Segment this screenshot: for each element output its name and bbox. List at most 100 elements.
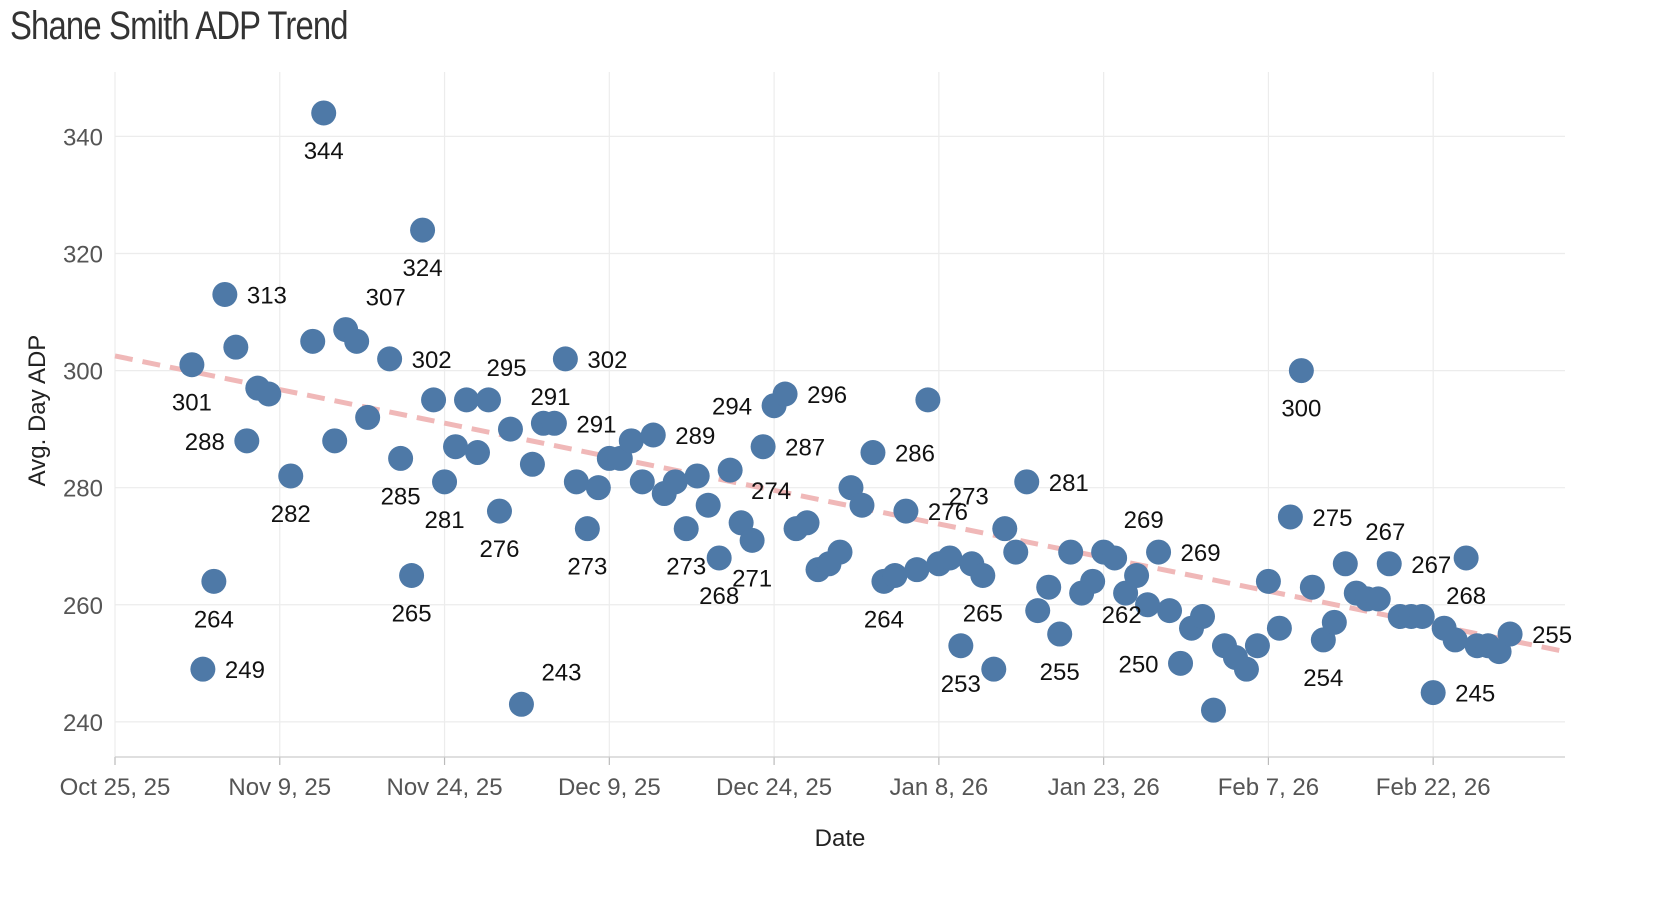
data-point [772,381,798,407]
data-label: 269 [1124,507,1164,534]
data-point [311,100,337,126]
data-point [1497,621,1523,647]
data-points [179,100,1523,723]
data-point [212,281,238,307]
data-point [574,516,600,542]
data-label: 267 [1411,552,1451,579]
data-label: 274 [751,478,791,505]
data-point [673,516,699,542]
data-point [432,469,458,495]
data-point [179,352,205,378]
data-point [223,334,249,360]
data-label: 265 [963,601,1003,628]
data-label: 269 [1181,540,1221,567]
data-point [1277,504,1303,530]
data-label: 281 [425,507,465,534]
data-point [717,457,743,483]
data-point [486,498,512,524]
data-label: 324 [403,255,443,282]
data-label: 264 [864,606,904,633]
gridlines [114,72,1565,757]
data-label: 273 [949,484,989,511]
data-point [1266,615,1292,641]
data-label: 302 [587,347,627,374]
data-point [937,545,963,571]
x-tick-label: Feb 7, 26 [1218,774,1319,801]
data-label: 245 [1455,681,1495,708]
data-point [849,492,875,518]
data-label: 276 [479,536,519,563]
x-tick-label: Jan 8, 26 [889,774,988,801]
data-point [234,428,260,454]
data-point [1420,680,1446,706]
data-label: 264 [194,606,234,633]
data-point [1058,539,1084,565]
data-point [1200,697,1226,723]
data-point [278,463,304,489]
data-label: 291 [530,384,570,411]
data-point [541,410,567,436]
data-point [904,557,930,583]
data-point [915,387,941,413]
data-label: 307 [366,285,406,312]
x-tick-label: Feb 22, 26 [1376,774,1491,801]
data-point [1332,551,1358,577]
data-label: 262 [1102,602,1142,629]
data-point [1080,568,1106,594]
data-point [992,516,1018,542]
data-label: 344 [304,138,344,165]
data-point [475,387,501,413]
data-point [948,633,974,659]
data-label: 286 [895,441,935,468]
data-label: 281 [1049,470,1089,497]
data-point [1255,568,1281,594]
data-point [508,691,534,717]
data-point [695,492,721,518]
data-label: 273 [567,554,607,581]
y-tick-label: 280 [63,476,103,503]
data-point [1025,598,1051,624]
x-tick-label: Nov 9, 25 [228,774,331,801]
data-point [388,445,414,471]
data-label: 253 [941,671,981,698]
data-label: 250 [1118,651,1158,678]
data-point [750,434,776,460]
data-label: 243 [541,659,581,686]
data-label: 300 [1281,396,1321,423]
data-point [1102,545,1128,571]
data-point [739,527,765,553]
data-point [1036,574,1062,600]
data-label: 268 [699,583,739,610]
data-point [519,451,545,477]
data-point [1299,574,1325,600]
data-point [1244,633,1270,659]
data-point [1365,586,1391,612]
data-label: 282 [271,501,311,528]
trend-line [114,353,1566,655]
data-point [1321,609,1347,635]
y-tick-label: 240 [63,710,103,737]
y-tick-label: 320 [63,241,103,268]
data-point [443,434,469,460]
data-label: 301 [172,390,212,417]
data-point [893,498,919,524]
data-label: 265 [392,601,432,628]
data-point [585,475,611,501]
data-point [618,428,644,454]
data-label: 291 [576,411,616,438]
data-point [629,469,655,495]
data-point [1135,592,1161,618]
x-tick-label: Oct 25, 25 [60,774,171,801]
data-label: 275 [1312,505,1352,532]
data-label: 295 [487,355,527,382]
data-label: 267 [1365,519,1405,546]
data-point [662,469,688,495]
data-point [1288,358,1314,384]
data-label: 313 [247,282,287,309]
y-tick-label: 340 [63,124,103,151]
data-point [1124,563,1150,589]
data-point [344,328,370,354]
data-point [794,510,820,536]
data-point [497,416,523,442]
